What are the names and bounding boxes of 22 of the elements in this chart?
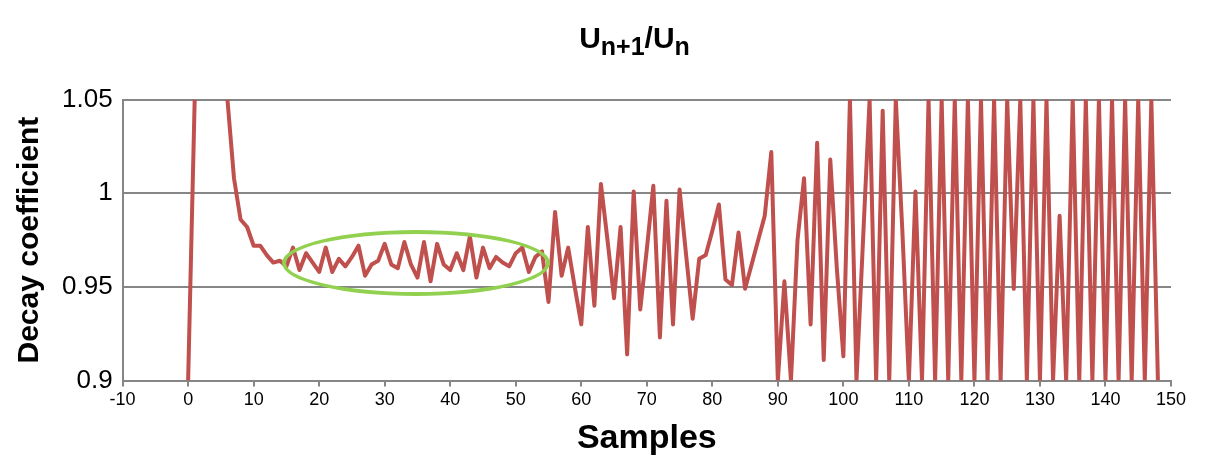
y-tick-label: 1.05	[61, 82, 113, 113]
x-tick-label: 70	[636, 389, 657, 410]
x-tick-label: 150	[1155, 389, 1187, 410]
x-tick-label: 50	[505, 389, 526, 410]
y-tick-label: 0.95	[61, 270, 113, 301]
x-tick-label: 110	[894, 389, 924, 410]
x-tick-label: 10	[243, 389, 264, 410]
y-axis-title: Decay coefficient	[11, 116, 45, 364]
x-tick-label: 40	[440, 389, 461, 410]
x-tick-label: 30	[374, 389, 395, 410]
x-tick-label: 130	[1024, 389, 1055, 410]
x-tick-label: 80	[702, 389, 723, 410]
x-tick-label: 0	[183, 389, 194, 410]
x-tick-label: 20	[309, 389, 330, 410]
x-tick-label: 90	[767, 389, 788, 410]
y-tick-label: 1	[98, 176, 113, 207]
x-tick-label: 120	[959, 389, 990, 410]
x-axis-title: Samples	[576, 416, 717, 455]
x-tick-label: 60	[571, 389, 592, 410]
chart-title: U$_{n+1}$/U$_{n}$	[578, 20, 691, 62]
x-tick-label: 140	[1090, 389, 1121, 410]
x-tick-label: 100	[828, 389, 859, 410]
